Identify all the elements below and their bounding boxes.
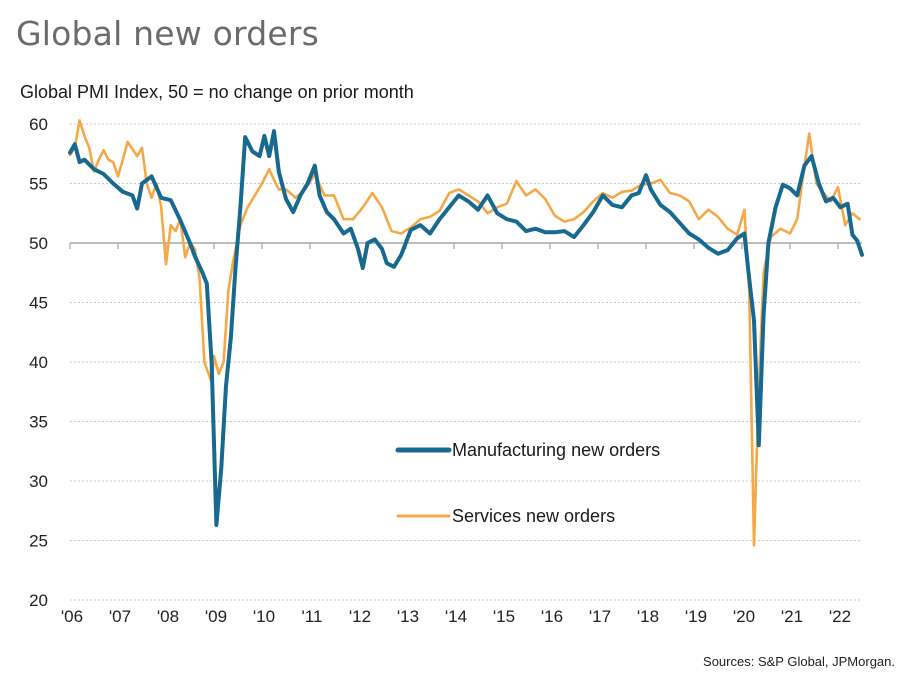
x-tick-label: '09: [205, 607, 227, 626]
reference-axis: [69, 242, 862, 249]
series-lines: [68, 119, 864, 547]
y-tick-label: 60: [29, 115, 48, 134]
x-tick-label: '18: [637, 607, 659, 626]
y-tick-label: 35: [29, 413, 48, 432]
y-tick-label: 45: [29, 294, 48, 313]
x-tick-label: '07: [109, 607, 131, 626]
x-tick-label: '06: [61, 607, 83, 626]
x-tick-label: '15: [493, 607, 515, 626]
legend: Manufacturing new orders Services new or…: [395, 440, 660, 526]
x-tick-label: '17: [589, 607, 611, 626]
x-tick-label: '10: [253, 607, 275, 626]
source-note: Sources: S&P Global, JPMorgan.: [703, 654, 895, 669]
chart-subtitle: Global PMI Index, 50 = no change on prio…: [20, 82, 414, 102]
x-tick-label: '14: [445, 607, 467, 626]
x-tick-label: '19: [685, 607, 707, 626]
x-tick-label: '20: [733, 607, 755, 626]
legend-label-services: Services new orders: [452, 506, 615, 526]
y-tick-label: 55: [29, 175, 48, 194]
y-axis-ticks: 20 25 30 35 40 45 50 55 60: [29, 115, 48, 610]
series-line-manufacturing: [68, 129, 864, 527]
y-tick-label: 40: [29, 353, 48, 372]
series-line-services: [68, 119, 861, 547]
x-tick-label: '16: [541, 607, 563, 626]
x-tick-label: '13: [397, 607, 419, 626]
y-tick-label: 50: [29, 234, 48, 253]
legend-label-manufacturing: Manufacturing new orders: [452, 440, 660, 460]
x-tick-label: '12: [349, 607, 371, 626]
y-tick-label: 30: [29, 472, 48, 491]
y-tick-label: 20: [29, 591, 48, 610]
y-tick-label: 25: [29, 532, 48, 551]
x-tick-label: '21: [781, 607, 803, 626]
chart-title: Global new orders: [16, 14, 320, 53]
x-tick-label: '11: [302, 607, 323, 626]
x-axis-ticks: '06 '07 '08 '09 '10 '11 '12 '13 '14 '15 '16 '17 '18 '…: [61, 607, 851, 626]
x-tick-label: '08: [157, 607, 179, 626]
x-tick-label: '22: [829, 607, 851, 626]
